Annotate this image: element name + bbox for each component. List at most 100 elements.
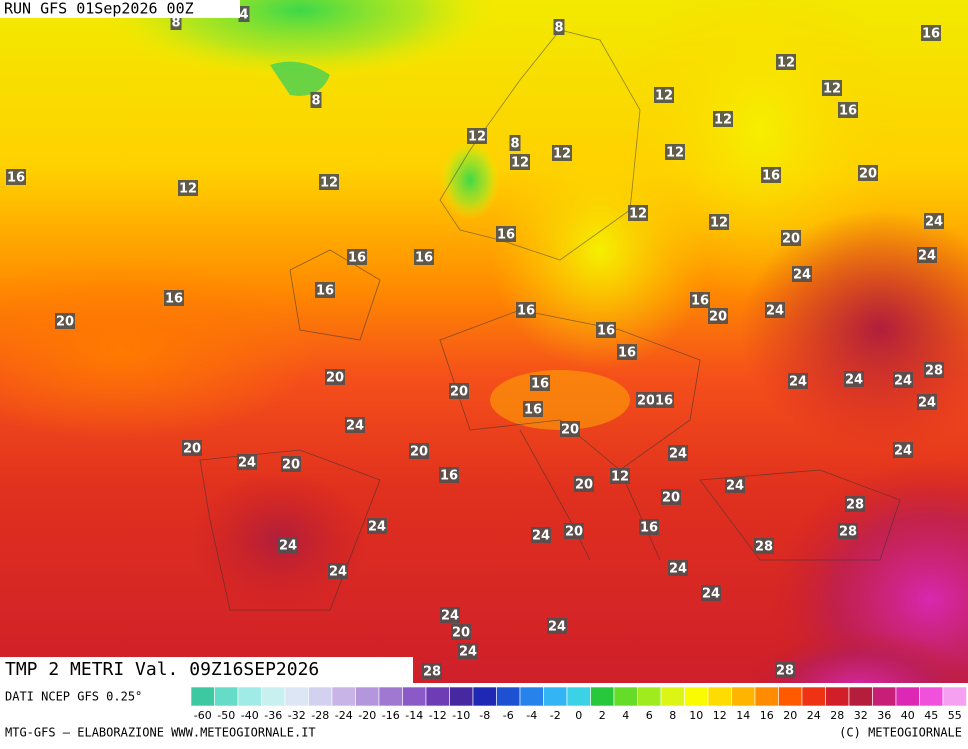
colorbar-tick: -60: [194, 709, 212, 722]
contour-label: 20: [183, 442, 201, 457]
color-swatch: [425, 686, 450, 707]
contour-label: 12: [320, 176, 338, 191]
contour-label: 24: [368, 520, 386, 535]
contour-label: 24: [702, 587, 720, 602]
label-box: [661, 489, 681, 505]
colorbar-tick: -28: [311, 709, 329, 722]
label-box: [924, 362, 944, 378]
contour-label: 12: [666, 146, 684, 161]
label-box: [668, 445, 688, 461]
label-box: [628, 205, 648, 221]
label-box: [792, 266, 812, 282]
contour-label: 28: [925, 364, 943, 379]
color-swatch: [919, 686, 944, 707]
label-box: [822, 80, 842, 96]
label-box: [709, 214, 729, 230]
label-box: [422, 663, 442, 679]
label-box: [164, 290, 184, 306]
contour-label: 16: [497, 228, 515, 243]
label-box: [451, 624, 471, 640]
contour-label: 16: [7, 171, 25, 186]
label-box: [788, 373, 808, 389]
contour-label: 24: [789, 375, 807, 390]
label-box: [754, 538, 774, 554]
color-swatch: [801, 686, 826, 707]
contour-label: 16: [762, 169, 780, 184]
label-box: [319, 174, 339, 190]
label-box: [917, 247, 937, 263]
contour-label: 16: [316, 284, 334, 299]
label-box: [439, 467, 459, 483]
contour-label: 12: [179, 182, 197, 197]
contour-label: 24: [669, 562, 687, 577]
label-box: [440, 607, 460, 623]
label-box: [182, 440, 202, 456]
contour-label: 20: [452, 626, 470, 641]
label-box: [690, 292, 710, 308]
contour-label: 16: [618, 346, 636, 361]
contour-label: 20: [575, 478, 593, 493]
contour-label: 12: [710, 216, 728, 231]
run-box: [0, 0, 240, 18]
colorbar-tick: -20: [358, 709, 376, 722]
run-title: RUN GFS 01Sep2026 00Z: [4, 0, 194, 18]
colorbar-tick: 32: [854, 709, 868, 722]
color-swatch: [472, 686, 497, 707]
label-box: [347, 249, 367, 265]
contour-label: 12: [611, 470, 629, 485]
contour-label: 12: [823, 82, 841, 97]
color-swatch: [237, 686, 262, 707]
label-box: [414, 249, 434, 265]
label-box: [765, 302, 785, 318]
label-box: [325, 369, 345, 385]
label-box: [844, 371, 864, 387]
contour-label: 24: [346, 419, 364, 434]
label-box: [921, 25, 941, 41]
label-box: [310, 92, 322, 108]
color-swatch: [214, 686, 239, 707]
contour-label: 20: [410, 445, 428, 460]
label-box: [701, 585, 721, 601]
contour-label: 24: [894, 444, 912, 459]
label-box: [917, 394, 937, 410]
contour-label: 24: [894, 374, 912, 389]
contour-label: 24: [669, 447, 687, 462]
label-box: [509, 135, 521, 151]
colorbar-tick: 0: [575, 709, 582, 722]
color-swatch: [519, 686, 544, 707]
label-box: [552, 145, 572, 161]
label-box: [547, 618, 567, 634]
contour-label: 24: [918, 396, 936, 411]
contour-label: 4: [239, 8, 248, 23]
color-swatch: [284, 686, 309, 707]
label-box: [713, 111, 733, 127]
color-swatch: [731, 686, 756, 707]
label-box: [237, 454, 257, 470]
color-swatch: [402, 686, 427, 707]
contour-label: 28: [846, 498, 864, 513]
contour-label: 20: [859, 167, 877, 182]
contour-label: 20: [637, 394, 655, 409]
contour-label: 16: [597, 324, 615, 339]
contour-label: 16: [517, 304, 535, 319]
label-box: [838, 523, 858, 539]
colorbar-tick: 16: [760, 709, 774, 722]
contour-label: 24: [238, 456, 256, 471]
contour-label: 20: [450, 385, 468, 400]
colorbar-tick: 55: [948, 709, 962, 722]
contour-label: 24: [925, 215, 943, 230]
label-box: [654, 392, 674, 408]
contour-label: 20: [565, 525, 583, 540]
colorbar-tick: -2: [550, 709, 561, 722]
colorbar-tick: 20: [783, 709, 797, 722]
label-box: [639, 519, 659, 535]
contour-label: 20: [56, 315, 74, 330]
label-box: [564, 523, 584, 539]
contour-label: 28: [755, 540, 773, 555]
contour-label: 16: [839, 104, 857, 119]
label-box: [636, 392, 656, 408]
colorbar-tick: -4: [526, 709, 537, 722]
label-box: [458, 643, 478, 659]
